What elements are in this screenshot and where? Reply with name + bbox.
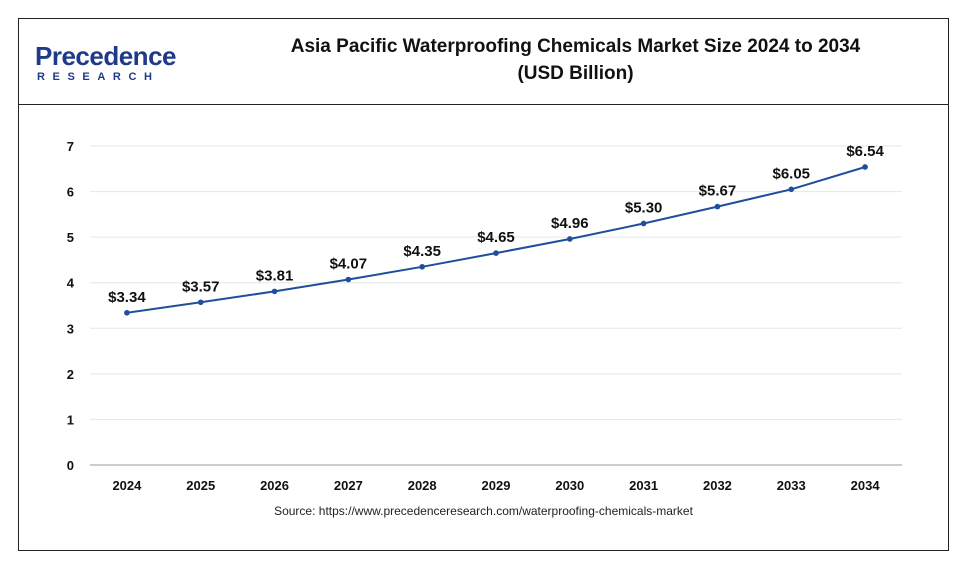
logo-sub-text: RESEARCH xyxy=(37,71,160,83)
chart-frame: Precedence RESEARCH Asia Pacific Waterpr… xyxy=(18,18,949,551)
y-tick-label: 2 xyxy=(67,367,74,382)
x-tick-label: 2032 xyxy=(703,478,732,493)
data-label: $6.54 xyxy=(846,143,884,160)
series-line-layer xyxy=(124,164,868,316)
x-tick-label: 2030 xyxy=(555,478,584,493)
chart-header: Precedence RESEARCH Asia Pacific Waterpr… xyxy=(19,19,948,105)
data-label: $5.30 xyxy=(625,199,663,216)
chart-title-line-1: Asia Pacific Waterproofing Chemicals Mar… xyxy=(290,36,861,57)
precedence-research-logo: Precedence RESEARCH xyxy=(35,41,185,87)
data-point xyxy=(419,263,425,270)
data-label: $4.65 xyxy=(477,229,515,246)
data-label: $3.57 xyxy=(182,278,220,295)
axes: 0 1 2 3 4 5 6 7 2024 2025 2026 2027 2028 2029 2030 2031… xyxy=(67,139,902,493)
y-tick-label: 3 xyxy=(67,321,74,336)
data-label: $3.81 xyxy=(256,267,294,284)
data-label: $3.34 xyxy=(108,289,146,306)
data-point xyxy=(567,236,573,242)
logo-main-text: Precedence xyxy=(35,41,176,71)
data-labels: $3.34 $3.57 $3.81 $4.07 $4.35 $4.65 $4.96 $5.30… xyxy=(108,143,884,306)
x-tick-label: 2031 xyxy=(629,478,658,493)
x-tick-label: 2024 xyxy=(112,478,142,493)
data-point xyxy=(788,186,795,193)
data-label: $4.07 xyxy=(330,256,368,273)
x-tick-label: 2033 xyxy=(777,478,806,493)
data-point xyxy=(345,276,352,283)
data-label: $5.67 xyxy=(699,183,737,200)
y-tick-label: 1 xyxy=(67,412,74,427)
y-tick-label: 5 xyxy=(67,230,74,245)
chart-title: Asia Pacific Waterproofing Chemicals Mar… xyxy=(209,33,942,87)
y-tick-label: 6 xyxy=(67,185,74,200)
y-tick-label: 7 xyxy=(67,139,74,154)
data-point xyxy=(124,309,130,316)
x-tick-label: 2026 xyxy=(260,478,289,493)
chart-title-line-2: (USD Billion) xyxy=(517,63,634,84)
data-point xyxy=(197,299,204,306)
data-point xyxy=(862,164,868,170)
data-point xyxy=(714,203,721,210)
y-tick-label: 4 xyxy=(67,276,75,291)
grid-lines xyxy=(90,145,902,420)
x-tick-label: 2034 xyxy=(851,478,881,493)
x-tick-label: 2027 xyxy=(334,478,363,493)
y-tick-label: 0 xyxy=(67,458,74,473)
x-tick-label: 2025 xyxy=(186,478,215,493)
x-tick-label: 2028 xyxy=(408,478,437,493)
source-note: Source: https://www.precedenceresearch.c… xyxy=(274,504,693,518)
data-label: $6.05 xyxy=(772,165,810,182)
x-tick-label: 2029 xyxy=(482,478,511,493)
data-label: $4.35 xyxy=(403,243,441,260)
data-label: $4.96 xyxy=(551,215,589,232)
data-point xyxy=(640,220,647,227)
data-point xyxy=(271,288,278,295)
data-point xyxy=(493,250,499,256)
